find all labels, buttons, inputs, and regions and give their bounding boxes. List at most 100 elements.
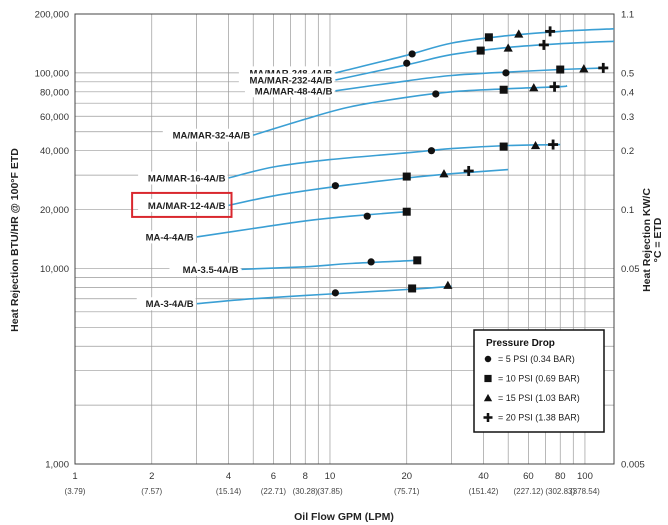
y-tick-label: 10,000 xyxy=(40,264,69,275)
y-tick-label: 40,000 xyxy=(40,146,69,157)
marker-circle xyxy=(502,69,510,77)
marker-circle xyxy=(427,147,436,155)
y-tick-label: 80,000 xyxy=(40,87,69,98)
marker-square xyxy=(499,142,508,151)
series-label: MA-3.5-4A/B xyxy=(183,265,239,276)
marker-circle xyxy=(408,50,416,58)
series-label-bg xyxy=(138,198,228,212)
x-tick-sublabel: (15.14) xyxy=(216,487,242,496)
marker-circle xyxy=(367,258,375,266)
marker-triangle xyxy=(530,140,541,150)
marker-plus-v xyxy=(486,413,490,422)
marker-plus-v xyxy=(548,26,552,37)
marker-plus-v xyxy=(467,165,471,176)
plot-frame xyxy=(74,13,615,465)
series-label-bg xyxy=(169,262,241,276)
legend-box xyxy=(473,329,605,433)
y2-axis-title-line2: °C = ETD xyxy=(652,217,664,262)
series-label: MA-3-4A/B xyxy=(146,299,194,310)
legend-item-text: = 20 PSI (1.38 BAR) xyxy=(498,413,580,423)
y-tick-label: 100,000 xyxy=(35,68,69,79)
y2-tick-label: 0.2 xyxy=(621,146,634,157)
x-tick-label: 6 xyxy=(271,471,276,482)
marker-square xyxy=(408,284,417,293)
marker-square xyxy=(402,172,411,181)
highlight-box xyxy=(131,191,233,218)
marker-triangle xyxy=(514,29,524,38)
x-tick-label: 60 xyxy=(523,471,534,482)
series-curve xyxy=(196,285,452,305)
x-tick-label: 40 xyxy=(478,471,489,482)
marker-triangle xyxy=(529,83,539,92)
marker-plus-v xyxy=(551,139,555,150)
marker-circle xyxy=(331,289,339,297)
x-tick-sublabel: (37.85) xyxy=(317,487,343,496)
x-tick-sublabel: (3.79) xyxy=(65,487,86,496)
x-tick-label: 1 xyxy=(72,471,77,482)
marker-square xyxy=(402,207,411,216)
marker-square xyxy=(499,85,508,94)
series-curve xyxy=(241,259,418,271)
x-tick-sublabel: (75.71) xyxy=(394,487,420,496)
x-tick-label: 10 xyxy=(325,471,336,482)
series-label-bg xyxy=(162,128,253,142)
y-axis-title: Heat Rejection BTU/HR @ 100°F ETD xyxy=(9,148,21,332)
y2-tick-label: 0.1 xyxy=(621,205,634,216)
x-tick-sublabel: (151.42) xyxy=(469,487,499,496)
x-tick-sublabel: (302.83) xyxy=(545,487,575,496)
series-label-bg xyxy=(238,73,335,87)
x-tick-sublabel: (30.28) xyxy=(293,487,319,496)
series-label-bg xyxy=(136,230,196,244)
legend-item-text: = 15 PSI (1.03 BAR) xyxy=(498,393,580,403)
marker-plus-v xyxy=(553,81,556,92)
marker-triangle xyxy=(483,393,493,402)
y2-axis-ticks: 0.005 0.05 0.1 0.2 0.3 0.4 0.5 1.1 xyxy=(621,10,645,471)
x-tick-sublabel: (7.57) xyxy=(141,487,162,496)
marker-square xyxy=(476,46,485,55)
marker-circle xyxy=(363,212,371,220)
series-curve xyxy=(228,143,561,179)
series-label: MA/MAR-232-4A/B xyxy=(250,75,333,86)
y2-tick-label: 0.4 xyxy=(621,87,634,98)
x-tick-sublabel: (22.71) xyxy=(261,487,287,496)
marker-triangle xyxy=(439,169,449,178)
marker-circle xyxy=(403,59,411,67)
marker-circle xyxy=(331,182,339,190)
marker-square xyxy=(556,65,565,74)
x-tick-sublabel: (378.54) xyxy=(570,487,600,496)
marker-square xyxy=(484,33,493,42)
legend-item-text: = 10 PSI (0.69 BAR) xyxy=(498,374,580,384)
x-tick-label: 2 xyxy=(149,471,154,482)
marker-circle xyxy=(484,355,492,363)
series-label-bg xyxy=(138,171,228,185)
x-tick-label: 20 xyxy=(401,471,412,482)
marker-triangle xyxy=(443,280,453,289)
series-label: MA/MAR-16-4A/B xyxy=(148,174,226,185)
y-tick-label: 20,000 xyxy=(40,205,69,216)
y-tick-label: 60,000 xyxy=(40,112,69,123)
legend-items: = 5 PSI (0.34 BAR) = 10 PSI (0.69 BAR) = 1… xyxy=(483,354,580,423)
y2-axis-title-line1: Heat Rejection KW/C xyxy=(641,188,653,292)
x-tick-label: 100 xyxy=(577,471,593,482)
series-label-bg xyxy=(244,84,335,98)
marker-triangle xyxy=(503,43,513,52)
series-label: MA/MAR-32-4A/B xyxy=(173,131,251,142)
marker-plus-v xyxy=(601,62,605,73)
x-tick-label: 4 xyxy=(226,471,231,482)
y2-tick-label: 0.5 xyxy=(621,68,634,79)
x-tick-sublabel: (227.12) xyxy=(513,487,543,496)
marker-plus-v xyxy=(542,39,546,50)
marker-circle xyxy=(432,90,440,98)
y2-tick-label: 0.005 xyxy=(621,460,645,471)
series-label: MA/MAR-48-4A/B xyxy=(255,86,333,97)
series-curve xyxy=(335,40,615,81)
legend-title: Pressure Drop xyxy=(486,338,555,349)
y2-tick-label: 0.05 xyxy=(621,264,640,275)
x-axis-ticks: 1 (3.79) 2 (7.57) 4 (15.14) 6 (22.71) 8 (30.28) 10… xyxy=(65,471,601,496)
marker-triangle xyxy=(579,64,589,73)
series-label: MA-4-4A/B xyxy=(146,232,194,243)
series-curve xyxy=(335,28,615,74)
series-markers xyxy=(331,26,609,297)
y-tick-label: 200,000 xyxy=(35,10,69,21)
